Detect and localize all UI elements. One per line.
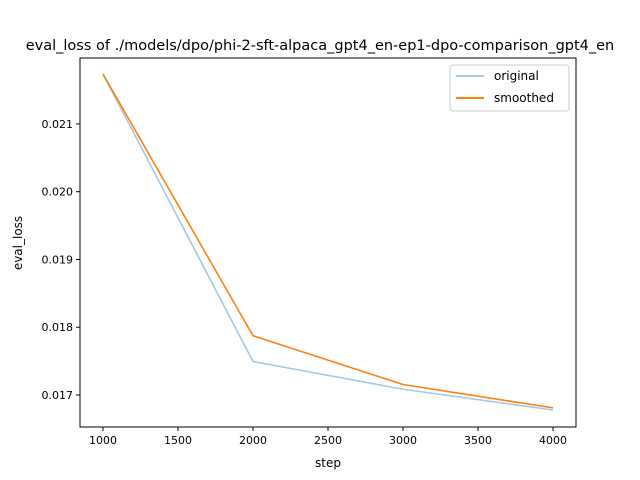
series-line-original <box>102 73 554 411</box>
axes-frame <box>79 57 577 428</box>
y-tick-label: 0.021 <box>42 118 74 131</box>
x-tick-label: 2000 <box>239 434 267 447</box>
x-tick-label: 2500 <box>314 434 342 447</box>
y-axis-label: eval_loss <box>11 216 25 270</box>
x-tick-label: 3000 <box>389 434 417 447</box>
x-tick-label: 3500 <box>464 434 492 447</box>
y-tick-label: 0.020 <box>42 186 74 199</box>
legend-label-original: original <box>494 69 539 83</box>
x-tick-label: 1000 <box>89 434 117 447</box>
y-tick-label: 0.019 <box>42 253 74 266</box>
legend-label-smoothed: smoothed <box>494 91 554 105</box>
x-tick-label: 1500 <box>164 434 192 447</box>
x-axis-label: step <box>315 456 341 470</box>
y-tick-label: 0.018 <box>42 321 74 334</box>
x-tick-label: 4000 <box>539 434 567 447</box>
chart-title: eval_loss of ./models/dpo/phi-2-sft-alpa… <box>26 38 615 54</box>
series-line-smoothed <box>102 73 554 409</box>
legend: original smoothed <box>449 64 570 112</box>
y-tick-label: 0.017 <box>42 389 74 402</box>
